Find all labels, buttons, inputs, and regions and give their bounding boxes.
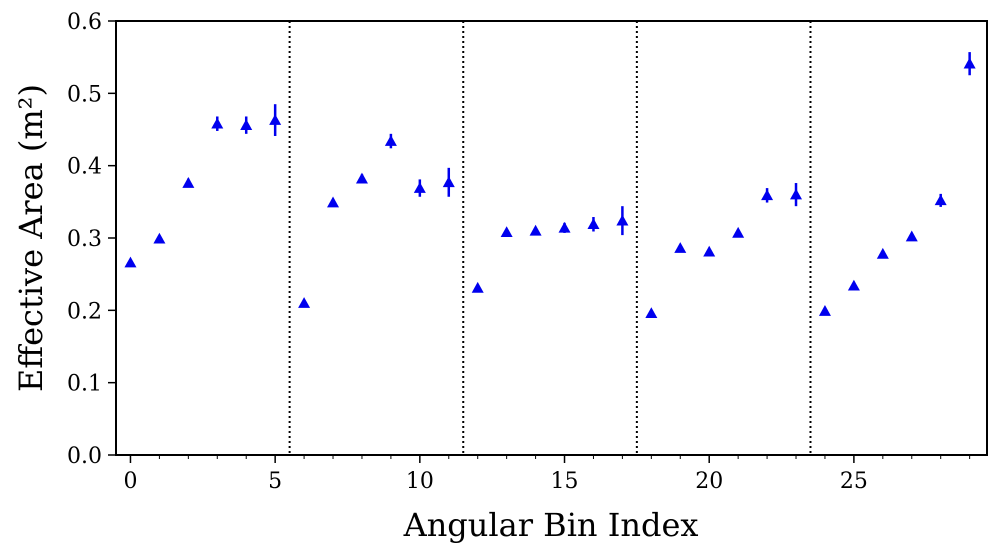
data-point: [558, 221, 571, 233]
data-point: [442, 176, 455, 188]
data-point: [790, 188, 803, 200]
y-tick-label: 0.5: [67, 82, 102, 107]
y-tick-label: 0.3: [67, 227, 102, 252]
plot-content: [124, 21, 976, 455]
data-point: [818, 305, 831, 316]
x-axis-label: Angular Bin Index: [403, 506, 699, 544]
data-point: [761, 189, 774, 201]
data-point: [240, 119, 253, 130]
data-point: [934, 194, 947, 206]
y-tick-label: 0.1: [67, 372, 102, 397]
data-point: [703, 245, 716, 257]
data-point: [355, 172, 368, 184]
y-tick-label: 0.6: [67, 10, 102, 35]
data-point: [645, 307, 658, 319]
data-point: [732, 226, 745, 238]
data-point: [905, 230, 918, 242]
data-point: [269, 114, 282, 125]
data-point: [471, 281, 484, 293]
data-point: [587, 218, 600, 230]
data-point: [413, 182, 426, 193]
y-tick-label: 0.0: [67, 444, 102, 469]
data-point: [674, 242, 687, 253]
y-tick-label: 0.4: [67, 155, 102, 180]
x-tick-label: 0: [123, 469, 137, 494]
data-point: [963, 57, 976, 69]
y-axis-label: Effective Area (m²): [12, 84, 50, 392]
data-point: [529, 224, 542, 236]
y-axis-ticks: 0.0 0.1 0.2 0.3 0.4 0.5 0.6: [67, 10, 116, 469]
data-point: [298, 297, 311, 308]
x-tick-label: 25: [840, 469, 868, 494]
data-point: [847, 279, 860, 291]
x-tick-label: 15: [551, 469, 579, 494]
x-tick-label: 20: [695, 469, 723, 494]
data-point: [500, 226, 513, 238]
x-tick-label: 5: [268, 469, 282, 494]
x-axis-ticks: 0 5 10 15 20 25: [123, 455, 971, 494]
data-point: [153, 232, 166, 244]
data-point: [876, 247, 889, 259]
y-tick-label: 0.2: [67, 299, 102, 324]
plot-frame: [115, 20, 988, 456]
data-point: [327, 196, 340, 208]
x-tick-label: 10: [406, 469, 434, 494]
data-point: [384, 135, 397, 146]
data-point: [124, 256, 137, 268]
data-point: [211, 117, 224, 129]
data-point: [616, 214, 629, 226]
data-point: [182, 177, 195, 188]
